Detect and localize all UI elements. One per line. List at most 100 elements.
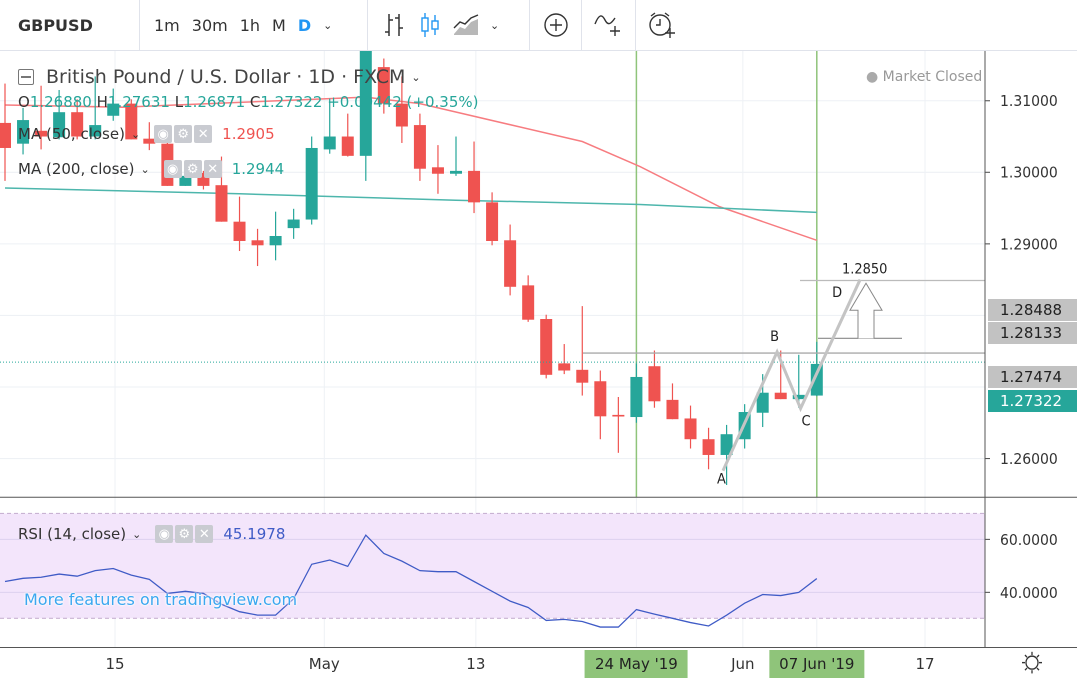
- ma50-line: [4, 96, 818, 242]
- interval-selector: 1m 30m 1h M D ⌄: [140, 0, 368, 50]
- interval-1m[interactable]: 1m: [154, 15, 180, 35]
- candle: [810, 341, 823, 397]
- candle-body: [720, 434, 733, 455]
- chart-title-row: British Pound / U.S. Dollar · 1D · FXCM ⌄: [18, 66, 421, 88]
- bar-chart-icon[interactable]: [376, 7, 412, 43]
- candle: [323, 98, 336, 154]
- time-tick-label: 15: [105, 655, 125, 673]
- pattern-label-a: A: [717, 471, 727, 488]
- interval-M[interactable]: M: [272, 15, 286, 35]
- ma200-legend[interactable]: MA (200, close) ⌄ ◉ ⚙ ✕ 1.2944: [18, 160, 284, 178]
- up-arrow-icon: [849, 282, 883, 339]
- date-highlight-lines: [635, 4, 818, 498]
- candle: [377, 58, 390, 114]
- watermark-link[interactable]: More features on tradingview.com: [24, 590, 298, 609]
- candle-body: [215, 185, 228, 222]
- candle-body: [810, 363, 823, 396]
- pattern-label-d: D: [832, 284, 842, 301]
- chevron-down-icon[interactable]: ⌄: [130, 127, 141, 141]
- candle-body: [35, 130, 48, 137]
- price-label: 1.28133: [988, 322, 1077, 344]
- symbol-search-button[interactable]: GBPUSD: [18, 15, 93, 35]
- close-icon[interactable]: ✕: [195, 525, 214, 543]
- gear-icon[interactable]: ⚙: [183, 160, 202, 178]
- time-tick-label: Jun: [731, 655, 755, 673]
- candle: [35, 85, 48, 150]
- candle-body: [125, 103, 138, 140]
- candle-body: [179, 175, 192, 186]
- candle-body: [486, 202, 499, 242]
- rsi-tick-label: 40.0000: [1000, 584, 1058, 602]
- candle-body: [71, 112, 84, 137]
- candle: [107, 88, 120, 121]
- candle: [576, 306, 589, 396]
- candle: [558, 344, 571, 375]
- chevron-down-icon[interactable]: ⌄: [411, 70, 421, 84]
- price-tick-label: 1.30000: [1000, 164, 1058, 182]
- time-tick-label: 17: [915, 655, 935, 673]
- abcd-pattern[interactable]: A B C D1.2850: [583, 261, 985, 488]
- candle-body: [323, 136, 336, 150]
- ma200-label[interactable]: MA (200, close): [18, 160, 135, 178]
- candle: [612, 396, 625, 453]
- candle-body: [269, 235, 282, 246]
- candle: [53, 90, 66, 140]
- candle: [143, 122, 156, 151]
- candle: [305, 136, 318, 225]
- candle: [540, 314, 553, 379]
- gear-icon[interactable]: ⚙: [174, 125, 193, 143]
- pattern-label-b: B: [770, 329, 779, 346]
- candle: [395, 76, 408, 143]
- chevron-down-icon[interactable]: ⌄: [132, 527, 142, 541]
- eye-icon[interactable]: ◉: [155, 525, 174, 543]
- interval-30m[interactable]: 30m: [191, 15, 228, 35]
- candle: [486, 192, 499, 246]
- alert-add-icon[interactable]: [644, 7, 680, 43]
- candle: [431, 145, 444, 194]
- rsi-label[interactable]: RSI (14, close): [18, 525, 127, 543]
- candle-body: [450, 170, 462, 174]
- pattern-label-c: C: [802, 413, 811, 430]
- close-icon[interactable]: ✕: [194, 125, 213, 143]
- collapse-legend-icon[interactable]: [18, 69, 34, 85]
- candle: [504, 224, 517, 296]
- candle: [702, 427, 715, 470]
- chart-title[interactable]: British Pound / U.S. Dollar · 1D · FXCM: [46, 66, 406, 88]
- rsi-legend[interactable]: RSI (14, close) ⌄ ◉ ⚙ ✕ 45.1978: [18, 525, 285, 543]
- ma50-legend[interactable]: MA (50, close) ⌄ ◉ ⚙ ✕ 1.2905: [18, 125, 275, 143]
- change-value: +0.00442 (+0.35%): [327, 93, 479, 111]
- close-icon[interactable]: ✕: [203, 160, 222, 178]
- area-chart-icon[interactable]: [448, 7, 484, 43]
- candle: [684, 405, 697, 449]
- interval-dropdown-chevron-icon[interactable]: ⌄: [323, 18, 333, 32]
- candle-body: [377, 67, 390, 104]
- candle: [269, 211, 282, 261]
- gear-icon[interactable]: ⚙: [175, 525, 194, 543]
- eye-icon[interactable]: ◉: [154, 125, 173, 143]
- candle-body: [756, 392, 769, 413]
- rsi-tick-label: 60.0000: [1000, 531, 1058, 549]
- compare-add-icon[interactable]: [538, 7, 573, 43]
- candle: [359, 45, 372, 181]
- time-tick-label: May: [308, 655, 340, 673]
- ma50-label[interactable]: MA (50, close): [18, 125, 125, 143]
- chart-type-chevron-icon[interactable]: ⌄: [490, 18, 500, 32]
- candle-body: [612, 414, 625, 417]
- interval-D[interactable]: D: [297, 15, 312, 35]
- settings-icon[interactable]: [1022, 651, 1042, 674]
- candle-body: [648, 366, 661, 402]
- price-label: 1.28488: [988, 299, 1077, 321]
- candle-body: [468, 170, 481, 203]
- interval-1h[interactable]: 1h: [239, 15, 261, 35]
- candle-body: [305, 147, 318, 220]
- candle: [125, 99, 138, 140]
- candle: [594, 370, 607, 440]
- close-label: C: [249, 93, 261, 111]
- candlestick-icon[interactable]: [412, 7, 448, 43]
- chevron-down-icon[interactable]: ⌄: [140, 162, 150, 176]
- eye-icon[interactable]: ◉: [163, 160, 182, 178]
- candle-body: [53, 112, 66, 138]
- candle-body: [702, 439, 715, 455]
- candle-body: [395, 103, 408, 127]
- indicator-add-icon[interactable]: [590, 7, 626, 43]
